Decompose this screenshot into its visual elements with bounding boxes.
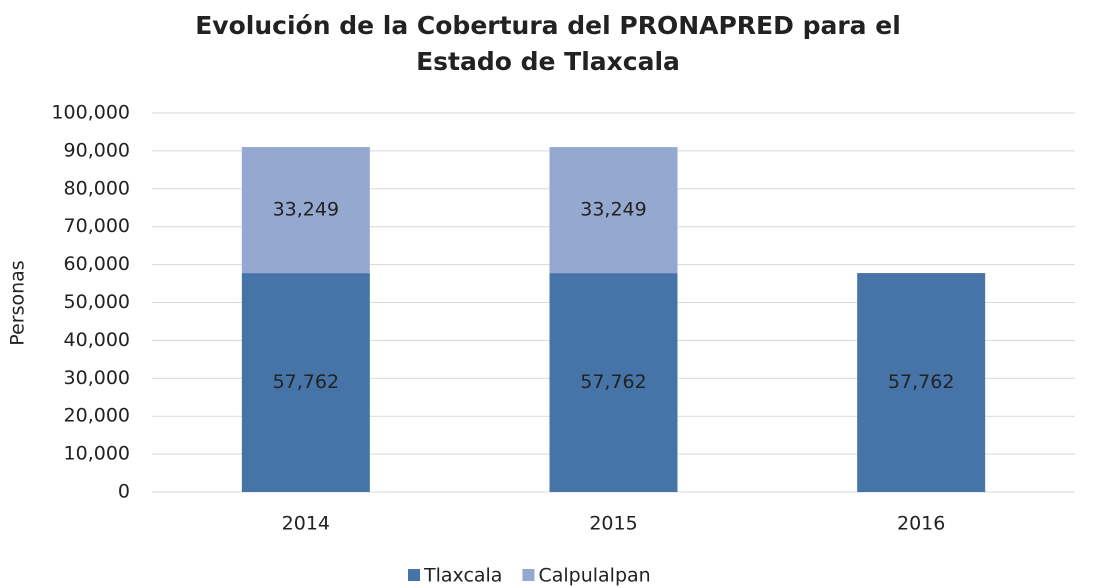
data-label: 57,762 <box>580 371 646 393</box>
y-tick-label: 0 <box>118 481 130 503</box>
bar-segment <box>241 147 370 274</box>
data-label: 57,762 <box>888 371 954 393</box>
data-label: 33,249 <box>580 199 646 221</box>
bar-segment <box>241 273 370 492</box>
x-tick-label: 2014 <box>282 513 330 535</box>
y-tick-label: 80,000 <box>64 177 130 199</box>
x-tick-label: 2016 <box>897 513 945 535</box>
y-axis-label: Personas <box>7 260 29 345</box>
y-tick-label: 50,000 <box>64 291 130 313</box>
y-tick-label: 100,000 <box>51 102 130 124</box>
bar-segment <box>549 147 678 274</box>
y-tick-label: 70,000 <box>64 215 130 237</box>
y-tick-label: 30,000 <box>64 367 130 389</box>
y-tick-label: 40,000 <box>64 329 130 351</box>
chart-title: Evolución de la Cobertura del PRONAPRED … <box>195 11 901 76</box>
y-tick-label: 10,000 <box>64 443 130 465</box>
y-tick-label: 20,000 <box>64 405 130 427</box>
data-label: 57,762 <box>273 371 339 393</box>
legend-swatch <box>522 569 535 581</box>
y-tick-label: 60,000 <box>64 253 130 275</box>
y-tick-label: 90,000 <box>64 139 130 161</box>
bar-segment <box>857 273 986 492</box>
bar-segment <box>549 273 678 492</box>
legend-label: Tlaxcala <box>423 565 502 587</box>
x-tick-label: 2015 <box>589 513 637 535</box>
data-label: 33,249 <box>273 199 339 221</box>
legend-swatch <box>408 569 420 581</box>
legend-label: Calpulalpan <box>538 565 650 587</box>
